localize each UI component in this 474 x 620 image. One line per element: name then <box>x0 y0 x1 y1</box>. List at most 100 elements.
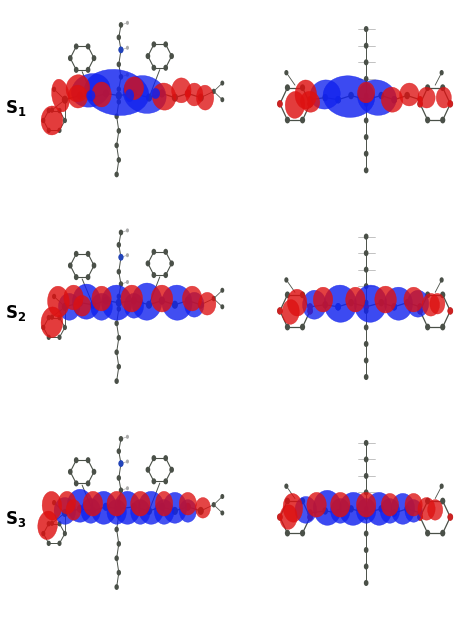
Ellipse shape <box>138 491 164 525</box>
Circle shape <box>57 521 62 526</box>
Ellipse shape <box>330 498 350 523</box>
Circle shape <box>114 556 119 561</box>
Ellipse shape <box>66 74 90 102</box>
Circle shape <box>146 507 152 515</box>
Circle shape <box>447 307 453 315</box>
Circle shape <box>307 513 313 521</box>
Circle shape <box>126 228 129 232</box>
Ellipse shape <box>121 285 143 312</box>
Circle shape <box>335 96 341 104</box>
Circle shape <box>114 321 119 326</box>
Circle shape <box>114 378 119 384</box>
Circle shape <box>364 358 368 363</box>
Circle shape <box>300 117 305 123</box>
Circle shape <box>308 514 313 520</box>
Circle shape <box>418 308 423 314</box>
Ellipse shape <box>310 80 340 109</box>
Circle shape <box>185 89 191 97</box>
Circle shape <box>86 43 91 50</box>
Circle shape <box>378 92 384 99</box>
Circle shape <box>364 531 368 536</box>
Ellipse shape <box>73 284 100 319</box>
Circle shape <box>300 291 305 298</box>
Circle shape <box>307 303 313 311</box>
Circle shape <box>440 117 445 123</box>
Ellipse shape <box>356 492 376 517</box>
Ellipse shape <box>179 500 196 522</box>
Circle shape <box>285 498 290 505</box>
Circle shape <box>335 509 341 516</box>
Ellipse shape <box>357 80 396 115</box>
Circle shape <box>131 296 137 304</box>
Circle shape <box>41 325 46 330</box>
Circle shape <box>364 547 368 553</box>
Circle shape <box>50 314 54 320</box>
Circle shape <box>198 94 204 102</box>
Ellipse shape <box>430 293 445 314</box>
Circle shape <box>285 117 290 123</box>
Circle shape <box>103 296 109 304</box>
Circle shape <box>117 335 121 340</box>
Circle shape <box>322 507 328 515</box>
Ellipse shape <box>131 500 150 525</box>
Ellipse shape <box>186 83 203 106</box>
Circle shape <box>46 128 51 133</box>
Ellipse shape <box>195 497 210 518</box>
Circle shape <box>300 84 305 91</box>
Circle shape <box>417 96 423 104</box>
Ellipse shape <box>196 85 214 110</box>
Ellipse shape <box>92 82 111 107</box>
Ellipse shape <box>346 287 365 312</box>
Ellipse shape <box>428 500 443 520</box>
Circle shape <box>164 455 168 461</box>
Ellipse shape <box>84 69 149 115</box>
Circle shape <box>277 513 283 521</box>
Circle shape <box>363 509 369 516</box>
Ellipse shape <box>182 286 202 311</box>
Circle shape <box>307 307 313 315</box>
Ellipse shape <box>199 293 216 315</box>
Circle shape <box>103 503 109 511</box>
Circle shape <box>126 73 129 77</box>
Circle shape <box>146 94 152 102</box>
Circle shape <box>425 324 430 330</box>
Ellipse shape <box>38 511 57 539</box>
Circle shape <box>117 570 121 575</box>
Circle shape <box>91 262 96 268</box>
Circle shape <box>62 509 68 517</box>
Circle shape <box>364 167 368 174</box>
Circle shape <box>417 307 423 315</box>
Ellipse shape <box>375 286 396 313</box>
Circle shape <box>364 43 368 49</box>
Circle shape <box>103 90 109 97</box>
Ellipse shape <box>287 290 307 316</box>
Circle shape <box>440 84 445 91</box>
Circle shape <box>417 513 423 521</box>
Circle shape <box>364 234 368 240</box>
Ellipse shape <box>381 87 403 112</box>
Circle shape <box>131 89 137 97</box>
Circle shape <box>46 315 51 321</box>
Circle shape <box>117 500 121 505</box>
Circle shape <box>77 505 83 513</box>
Circle shape <box>284 70 289 76</box>
Circle shape <box>91 469 96 475</box>
Ellipse shape <box>47 286 69 317</box>
Circle shape <box>114 143 119 148</box>
Ellipse shape <box>81 498 100 523</box>
Circle shape <box>77 299 82 306</box>
Circle shape <box>90 507 96 515</box>
Ellipse shape <box>184 293 204 317</box>
Circle shape <box>364 440 368 446</box>
Circle shape <box>77 92 83 100</box>
Circle shape <box>277 100 283 108</box>
Ellipse shape <box>41 106 63 135</box>
Circle shape <box>63 118 67 123</box>
Circle shape <box>392 509 397 516</box>
Circle shape <box>119 461 123 466</box>
Circle shape <box>198 301 204 309</box>
Ellipse shape <box>52 79 70 112</box>
Circle shape <box>159 90 165 97</box>
Circle shape <box>126 435 129 439</box>
Circle shape <box>159 503 165 511</box>
